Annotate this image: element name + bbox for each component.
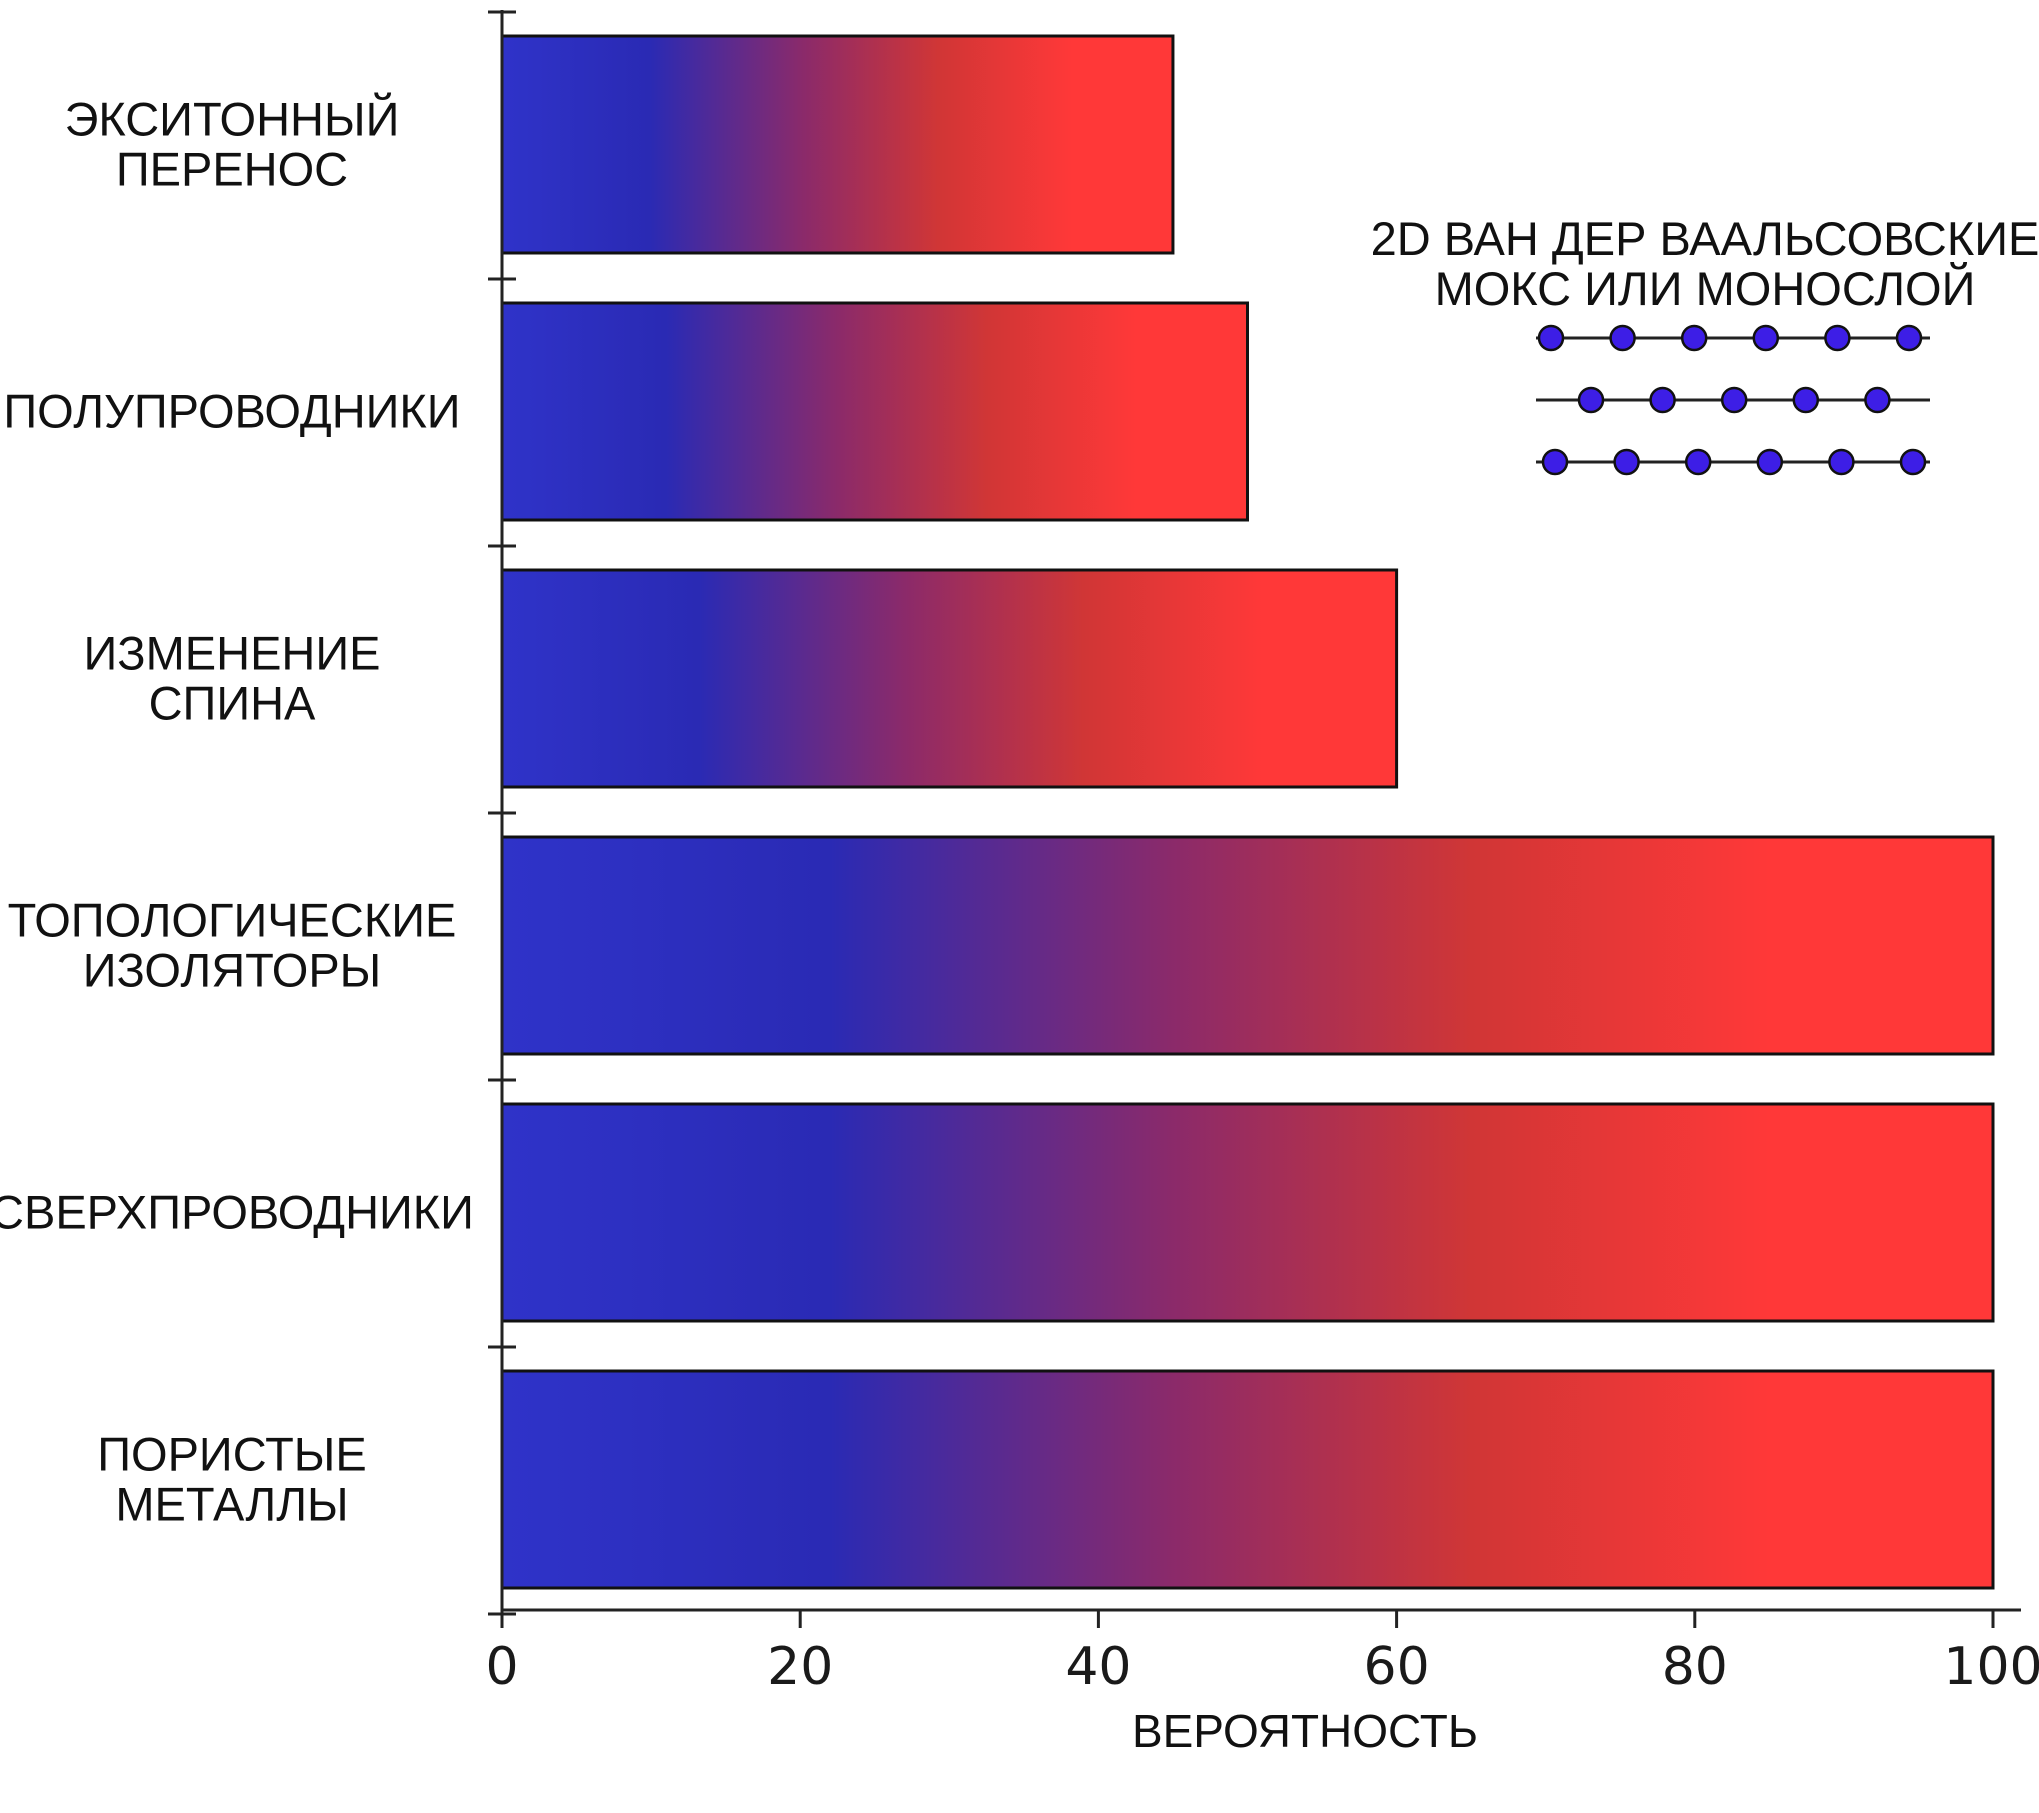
x-tick-label: 20 xyxy=(767,1637,833,1697)
atom-dot xyxy=(1609,324,1636,352)
bar xyxy=(500,1102,1995,1323)
bar xyxy=(500,34,1175,255)
atom-dot xyxy=(1899,448,1927,476)
atom-dot xyxy=(1756,448,1784,476)
bar xyxy=(500,835,1995,1056)
x-tick-label: 60 xyxy=(1364,1637,1430,1697)
atom-dot xyxy=(1613,448,1640,476)
category-label: ЭКСИТОННЫЙ ПЕРЕНОС xyxy=(65,93,400,196)
atom-dot xyxy=(1577,386,1605,414)
category-label: ТОПОЛОГИЧЕСКИЕ ИЗОЛЯТОРЫ xyxy=(8,894,457,997)
atom-dot xyxy=(1895,324,1923,352)
x-tick-label: 0 xyxy=(485,1637,518,1697)
atom-dot xyxy=(1752,324,1780,352)
x-tick-label: 100 xyxy=(1943,1637,2039,1697)
category-label: СВЕРХПРОВОДНИКИ xyxy=(0,1186,474,1239)
atom-dot xyxy=(1541,448,1569,476)
category-label: ИЗМЕНЕНИЕ СПИНА xyxy=(83,627,380,730)
bar xyxy=(500,568,1399,789)
bar xyxy=(500,301,1249,522)
category-labels: ЭКСИТОННЫЙ ПЕРЕНОС ПОЛУПРОВОДНИКИ ИЗМЕНЕНИЕ… xyxy=(0,93,474,1531)
x-tick-label: 80 xyxy=(1662,1637,1728,1697)
bar xyxy=(500,1369,1995,1590)
atom-dot xyxy=(1824,324,1851,352)
atom-dot xyxy=(1680,324,1708,352)
x-tick-label: 40 xyxy=(1065,1637,1131,1697)
monolayer-inset: 2D ВАН ДЕР ВААЛЬСОВСКИЕ МОКС ИЛИ МОНОСЛОЙ xyxy=(1371,212,2039,476)
atom-dot xyxy=(1720,386,1748,414)
axes: 0 20 40 60 80 100 xyxy=(485,10,2039,1697)
x-axis-title: ВЕРОЯТНОСТЬ xyxy=(1132,1705,1478,1757)
inset-title: 2D ВАН ДЕР ВААЛЬСОВСКИЕ МОКС ИЛИ МОНОСЛОЙ xyxy=(1371,212,2039,315)
category-label: ПОЛУПРОВОДНИКИ xyxy=(3,385,460,438)
atom-dot xyxy=(1828,448,1855,476)
atom-dot xyxy=(1537,324,1565,352)
atom-dot xyxy=(1649,386,1676,414)
category-label: ПОРИСТЫЕ МЕТАЛЛЫ xyxy=(97,1428,367,1531)
atom-dot xyxy=(1684,448,1712,476)
bars-group xyxy=(500,34,1995,1590)
atom-dot xyxy=(1792,386,1820,414)
atom-dot xyxy=(1864,386,1891,414)
